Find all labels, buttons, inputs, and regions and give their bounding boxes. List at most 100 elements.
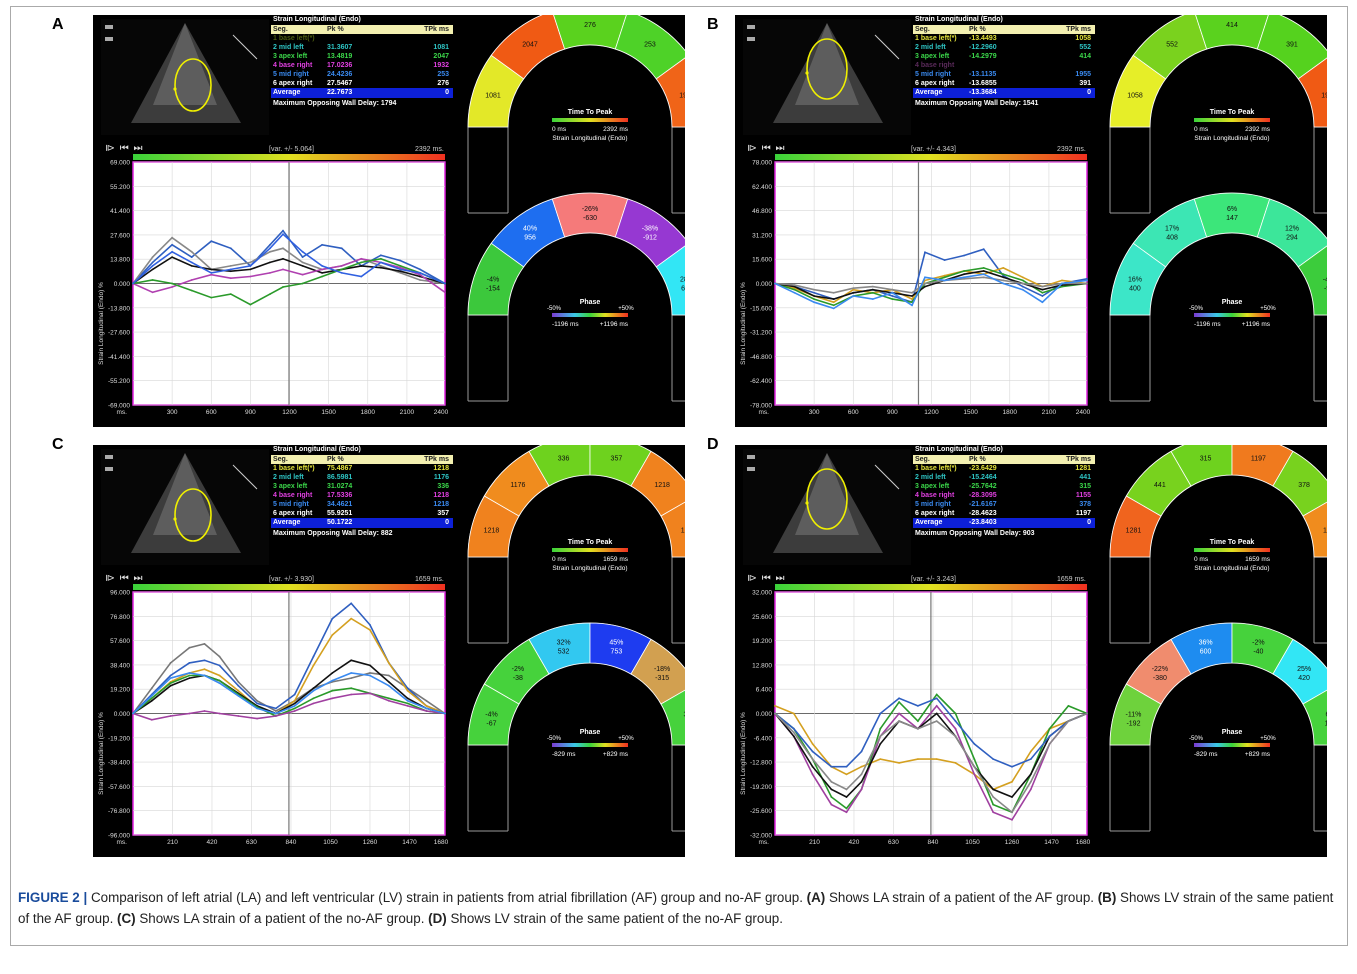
data-point — [171, 286, 173, 288]
ttp-scale-max: 2392 ms — [1245, 126, 1271, 133]
data-point — [171, 243, 173, 246]
data-point — [1011, 796, 1013, 798]
strain-chart-svg: 1081 2047 276 253 1932 Time To Peak 0 ms 2392 m… — [98, 15, 685, 416]
data-point — [229, 277, 232, 280]
data-point — [399, 266, 402, 269]
y-axis-label: Strain Longitudinal (Endo) % — [98, 282, 105, 365]
ttp-value: 1218 — [654, 482, 670, 489]
x-tick-label: 1470 — [1044, 839, 1059, 846]
echo-sector — [153, 23, 217, 105]
segment-peak: -25.7642 — [969, 483, 997, 490]
segment-name: 1 base left(*) — [273, 35, 315, 42]
data-point — [399, 270, 402, 273]
data-point — [369, 629, 371, 631]
phase-segment — [1302, 689, 1327, 746]
phase-ms: 956 — [524, 234, 536, 241]
data-point — [1067, 705, 1070, 707]
segment-time: 1197 — [1075, 510, 1091, 517]
phase-percent: -11% — [1126, 712, 1142, 719]
ttp-scale-min: 0 ms — [1194, 556, 1209, 563]
segment-time: 1218 — [433, 492, 449, 499]
phase-percent: 12% — [1285, 225, 1299, 232]
data-point — [331, 634, 334, 636]
segment-name: 2 mid left — [273, 44, 304, 51]
ttp-value: 336 — [558, 455, 570, 462]
y-tick-label: 15.600 — [752, 257, 772, 264]
data-point — [249, 303, 252, 306]
x-tick-label: 630 — [246, 839, 257, 846]
y-tick-label: 27.600 — [110, 232, 130, 239]
header-seg: Seg. — [915, 456, 930, 463]
data-point — [830, 796, 833, 798]
y-axis-label: Strain Longitudinal (Endo) % — [740, 712, 747, 795]
segment-name: 6 apex right — [273, 510, 313, 517]
y-tick-label: -78.000 — [750, 403, 772, 410]
segment-peak: 86.5981 — [327, 474, 353, 481]
segment-name: 3 apex left — [273, 483, 308, 490]
data-point — [282, 268, 284, 271]
data-point — [954, 762, 957, 764]
data-point — [301, 261, 304, 264]
y-tick-label: -55.200 — [108, 378, 130, 385]
data-point — [150, 694, 153, 697]
data-point — [898, 701, 900, 703]
echo-image — [101, 19, 269, 135]
data-point — [992, 811, 995, 814]
data-point — [340, 247, 343, 250]
table-row: 6 apex right -13.6855 391 — [913, 79, 1095, 88]
segment-peak: 24.4236 — [327, 71, 353, 78]
data-point — [379, 261, 382, 264]
phase-title: Phase — [1222, 729, 1243, 736]
table-row: 3 apex left -25.7642 315 — [913, 482, 1095, 491]
phase-scale-max: +1196 ms — [1242, 321, 1271, 328]
data-point — [1021, 288, 1024, 291]
phase-scale-min: -829 ms — [552, 751, 576, 758]
ttp-scale-bar — [552, 118, 628, 122]
data-point — [935, 720, 938, 722]
data-point — [845, 773, 848, 776]
playback-controls: ⧐ ⏮ ⏭ — [105, 573, 144, 584]
data-point — [860, 765, 863, 768]
playback-controls: ⧐ ⏮ ⏭ — [747, 143, 786, 154]
average-label: Average — [273, 89, 301, 96]
data-point — [379, 266, 382, 269]
data-point — [860, 750, 863, 753]
y-tick-label: 96.000 — [110, 590, 130, 597]
average-label: Average — [915, 519, 943, 526]
segment-time: 414 — [1079, 53, 1091, 60]
header-tpk: TPk ms — [424, 26, 449, 33]
data-point — [444, 712, 446, 715]
data-point — [1011, 780, 1013, 783]
end-time-label: 2392 ms. — [1057, 146, 1086, 153]
y-tick-label: -41.400 — [108, 354, 130, 361]
phase-ms: -912 — [643, 234, 657, 241]
arc-outline — [1109, 622, 1327, 832]
table-row: 2 mid left -12.2960 552 — [913, 43, 1095, 52]
y-tick-label: -19.200 — [750, 784, 772, 791]
ttp-subtitle: Strain Longitudinal (Endo) — [552, 565, 627, 572]
data-point — [425, 710, 428, 712]
data-point — [852, 288, 855, 291]
caption-ref-b: (B) — [1097, 890, 1117, 905]
data-point — [1021, 285, 1024, 288]
average-peak: 50.1722 — [327, 519, 353, 526]
phase-scale-max: +829 ms — [1245, 751, 1271, 758]
phase-scale-pos: +50% — [618, 306, 634, 312]
data-point — [399, 259, 402, 262]
echo-sector — [773, 23, 883, 123]
table-row: 5 mid right -13.1135 1955 — [913, 70, 1095, 79]
table-row: 1 base left(*) -13.4493 1058 — [913, 34, 1095, 43]
phase-ms: 753 — [611, 648, 623, 655]
y-tick-label: 0.000 — [756, 281, 773, 288]
strain-curve — [774, 712, 1088, 798]
segment-name: 4 base right — [273, 492, 313, 499]
data-point — [811, 765, 814, 768]
table-title: Strain Longitudinal (Endo) — [915, 16, 1003, 23]
segment-name: 2 mid left — [915, 474, 946, 481]
strain-curve — [132, 674, 446, 717]
x-tick-label: 2400 — [1076, 409, 1091, 416]
data-point — [151, 291, 154, 294]
ttp-title: Time To Peak — [568, 109, 613, 116]
y-tick-label: -13.800 — [108, 305, 130, 312]
data-point — [188, 662, 191, 664]
